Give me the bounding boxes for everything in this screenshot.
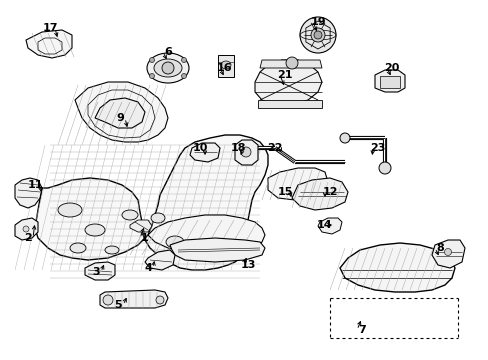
Circle shape	[313, 31, 321, 39]
Ellipse shape	[85, 224, 105, 236]
Polygon shape	[170, 238, 264, 262]
Text: 21: 21	[277, 70, 292, 80]
Circle shape	[149, 73, 154, 78]
Text: 22: 22	[267, 143, 282, 153]
Polygon shape	[95, 98, 145, 128]
Polygon shape	[15, 178, 42, 208]
Circle shape	[444, 248, 450, 256]
Text: 15: 15	[277, 187, 292, 197]
Circle shape	[23, 226, 29, 232]
Polygon shape	[339, 243, 454, 292]
Text: 7: 7	[357, 325, 365, 335]
Polygon shape	[100, 290, 168, 308]
Polygon shape	[317, 218, 341, 234]
Polygon shape	[190, 143, 220, 162]
Ellipse shape	[58, 203, 82, 217]
Text: 14: 14	[317, 220, 332, 230]
Polygon shape	[431, 240, 464, 268]
Ellipse shape	[197, 247, 213, 257]
Circle shape	[241, 147, 250, 157]
Bar	[379, 76, 399, 88]
Circle shape	[339, 133, 349, 143]
Text: 9: 9	[116, 113, 123, 123]
Circle shape	[181, 73, 186, 78]
Polygon shape	[130, 220, 152, 232]
Polygon shape	[15, 218, 38, 240]
Polygon shape	[85, 262, 115, 280]
Circle shape	[156, 296, 163, 304]
Polygon shape	[26, 30, 72, 58]
Polygon shape	[258, 100, 321, 108]
Polygon shape	[145, 250, 175, 270]
Ellipse shape	[154, 59, 182, 77]
Text: 3: 3	[92, 267, 100, 277]
Ellipse shape	[147, 53, 189, 83]
Ellipse shape	[70, 243, 86, 253]
Ellipse shape	[221, 61, 230, 69]
Bar	[218, 55, 234, 77]
Polygon shape	[148, 215, 264, 255]
Circle shape	[299, 17, 335, 53]
Text: 23: 23	[369, 143, 385, 153]
Text: 2: 2	[24, 233, 32, 243]
Text: 6: 6	[164, 47, 172, 57]
Text: 20: 20	[384, 63, 399, 73]
Text: 8: 8	[435, 243, 443, 253]
Circle shape	[103, 295, 113, 305]
Text: 13: 13	[240, 260, 255, 270]
Circle shape	[285, 57, 297, 69]
Text: 11: 11	[27, 180, 42, 190]
Polygon shape	[254, 60, 321, 105]
Ellipse shape	[165, 236, 183, 248]
Text: 12: 12	[322, 187, 337, 197]
Polygon shape	[75, 82, 168, 142]
Ellipse shape	[122, 210, 138, 220]
Polygon shape	[260, 60, 321, 68]
Ellipse shape	[105, 246, 119, 254]
Text: 18: 18	[230, 143, 245, 153]
Circle shape	[149, 58, 154, 63]
Circle shape	[181, 58, 186, 63]
Text: 4: 4	[144, 263, 152, 273]
Polygon shape	[374, 70, 404, 92]
Text: 5: 5	[114, 300, 122, 310]
Circle shape	[162, 62, 174, 74]
Polygon shape	[291, 178, 347, 210]
Circle shape	[378, 162, 390, 174]
Circle shape	[310, 28, 325, 42]
Text: 17: 17	[42, 23, 58, 33]
Polygon shape	[235, 140, 258, 165]
Text: 16: 16	[217, 63, 232, 73]
Polygon shape	[35, 135, 267, 270]
Text: 19: 19	[309, 17, 325, 27]
Text: 1: 1	[141, 233, 148, 243]
Polygon shape	[267, 168, 327, 200]
Text: 10: 10	[192, 143, 207, 153]
Ellipse shape	[151, 213, 164, 223]
